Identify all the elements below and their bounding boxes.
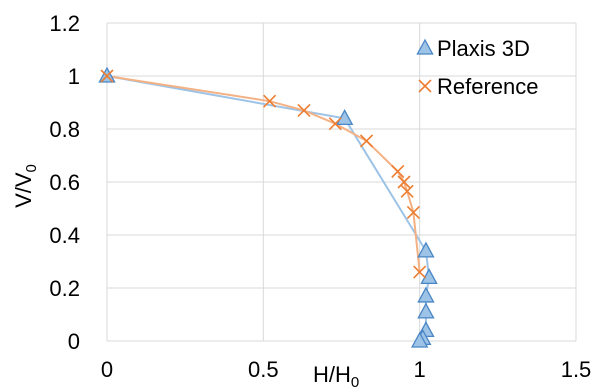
y-tick-label: 0	[68, 329, 80, 354]
x-stroke	[297, 103, 311, 118]
x-tick-label: 1.5	[561, 357, 592, 382]
x-stroke	[359, 134, 374, 148]
data-point-reference	[263, 94, 277, 108]
x-stroke	[418, 79, 432, 93]
data-point-reference	[359, 134, 374, 148]
data-point-reference	[400, 184, 414, 198]
y-tick-label: 0.2	[49, 276, 80, 301]
x-stroke	[100, 69, 114, 83]
data-point-reference	[397, 175, 411, 189]
legend-label: Reference	[437, 74, 539, 99]
y-tick-label: 1	[68, 64, 80, 89]
legend-label: Plaxis 3D	[437, 36, 530, 61]
data-point-plaxis-3d	[420, 268, 438, 285]
x-stroke	[397, 175, 411, 189]
legend-marker-plaxis-3d	[416, 38, 434, 55]
x-stroke	[413, 265, 427, 279]
legend-marker-reference	[418, 79, 432, 93]
x-stroke	[263, 94, 277, 108]
x-tick-label: 0.5	[248, 357, 279, 382]
data-point-reference	[406, 205, 420, 220]
y-tick-label: 0.6	[49, 170, 80, 195]
legend: Plaxis 3D Reference	[416, 36, 539, 99]
data-point-reference	[100, 69, 114, 83]
data-point-reference	[413, 265, 427, 279]
x-axis-title: H/H0	[313, 362, 359, 387]
x-stroke	[400, 184, 414, 198]
x-stroke	[328, 117, 342, 131]
x-stroke	[406, 205, 420, 220]
series-line-reference	[106, 75, 421, 273]
series-line-plaxis-3d	[106, 75, 431, 342]
y-tick-label: 1.2	[49, 11, 80, 36]
x-stroke	[391, 164, 405, 178]
y-axis-title: V/V0	[11, 164, 40, 208]
y-axis-tick-labels: 0 0.2 0.4 0.6 0.8 1 1.2	[49, 11, 80, 354]
series-lines	[106, 75, 431, 342]
series-markers	[98, 66, 438, 348]
data-point-plaxis-3d	[417, 286, 435, 303]
data-point-reference	[297, 103, 311, 118]
data-point-plaxis-3d	[410, 331, 429, 348]
data-point-plaxis-3d	[417, 241, 435, 258]
y-tick-label: 0.8	[49, 117, 80, 142]
x-tick-label: 0	[101, 357, 113, 382]
grid-lines	[106, 22, 577, 342]
x-axis-tick-labels: 0 0.5 1 1.5	[101, 357, 591, 382]
y-tick-label: 0.4	[49, 223, 80, 248]
x-tick-label: 1	[414, 357, 426, 382]
data-point-plaxis-3d	[417, 302, 435, 319]
data-point-reference	[328, 117, 342, 131]
data-point-reference	[391, 164, 405, 178]
